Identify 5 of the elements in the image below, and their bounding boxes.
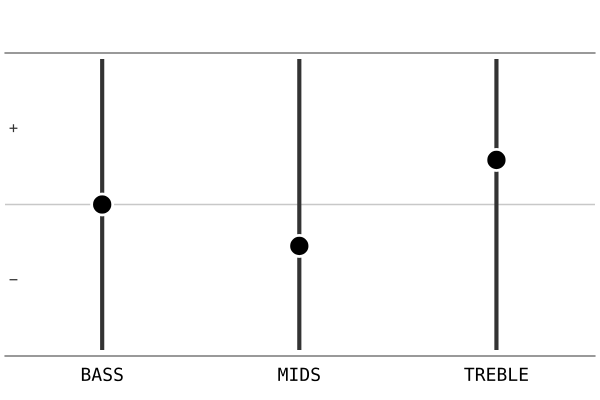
x-tick-label: MIDS <box>278 368 320 382</box>
text: − <box>10 279 18 280</box>
x-tick-label: TREBLE <box>464 368 528 381</box>
x-tick-label: BASS <box>82 368 123 382</box>
text: + <box>10 124 18 132</box>
